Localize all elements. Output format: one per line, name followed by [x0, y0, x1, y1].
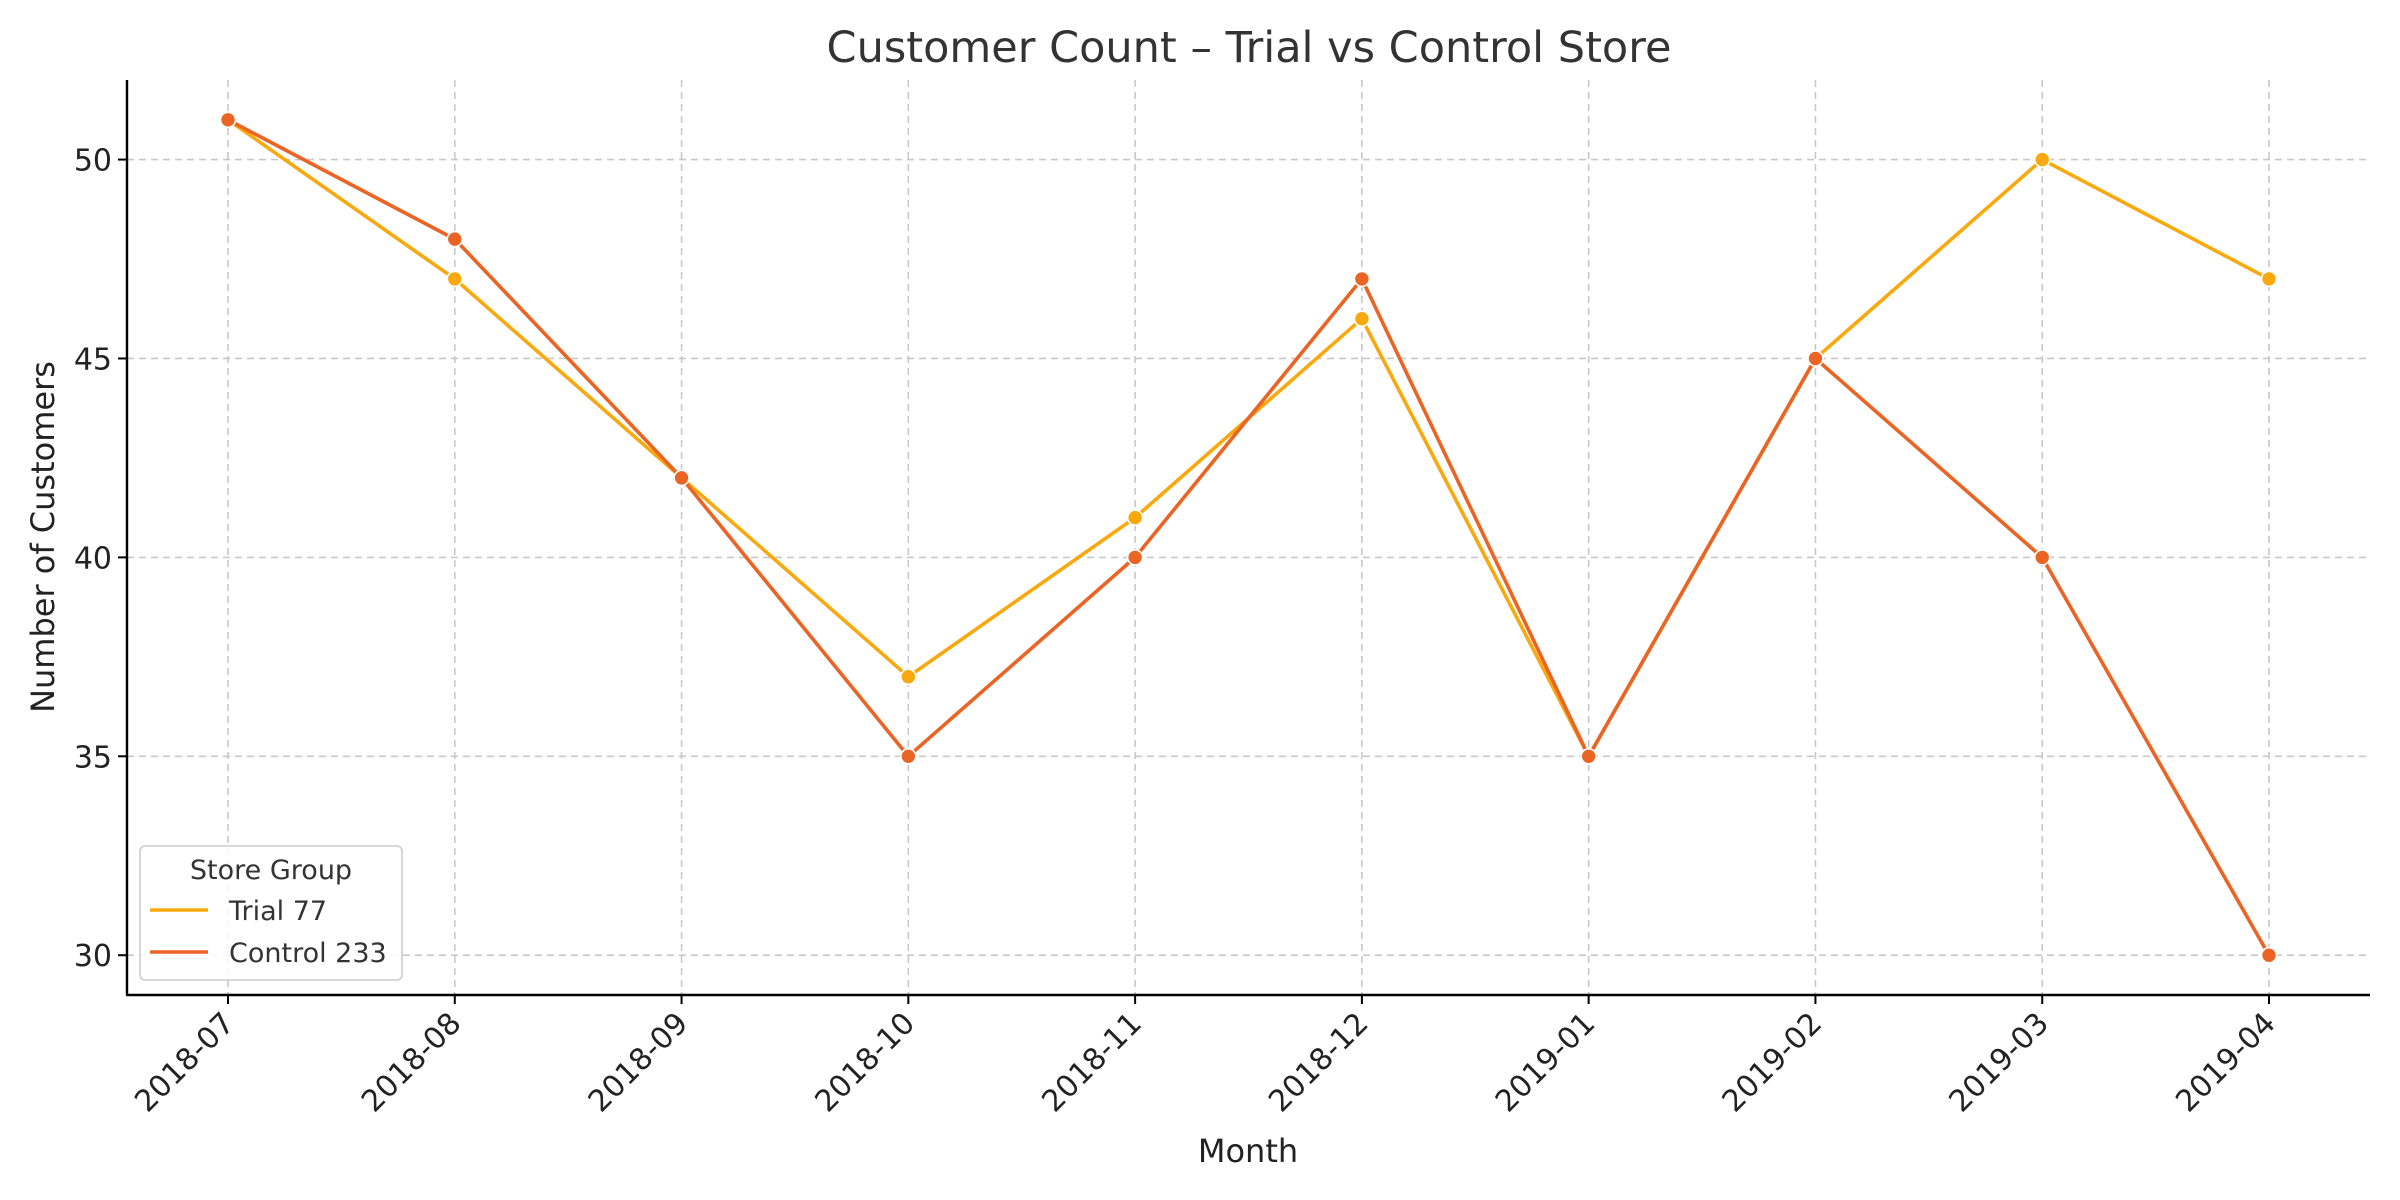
data-point: [446, 230, 464, 248]
data-point: [1126, 509, 1144, 526]
y-tick-label: 45: [74, 342, 112, 377]
data-point: [2260, 270, 2278, 288]
x-tick-label: 2018-10: [809, 1006, 922, 1119]
legend: Store Group Trial 77 Control 233: [139, 845, 403, 981]
axes: [125, 80, 2370, 997]
x-tick-label: 2018-12: [1262, 1006, 1375, 1119]
plot-area: [219, 111, 2278, 964]
data-point: [2033, 549, 2051, 566]
x-tick-label: 2019-01: [1489, 1006, 1602, 1119]
y-axis-label: Number of Customers: [24, 361, 62, 713]
x-tick-label: 2019-03: [1942, 1006, 2055, 1119]
y-tick-label: 30: [74, 939, 112, 974]
y-axis-ticks: 30 35 40 45 50: [74, 144, 127, 974]
x-tick-label: 2018-08: [355, 1006, 468, 1119]
series-control-233: [219, 111, 2278, 964]
data-point: [900, 668, 917, 686]
data-point: [1353, 310, 1371, 327]
x-tick-label: 2018-11: [1035, 1006, 1148, 1119]
data-point: [1126, 549, 1144, 566]
legend-entry: Control 233: [150, 938, 387, 969]
legend-box: [139, 845, 403, 981]
legend-label: Trial 77: [228, 896, 327, 927]
legend-label: Control 233: [229, 938, 387, 969]
data-point: [2260, 946, 2278, 964]
legend-title: Store Group: [190, 855, 352, 886]
x-axis-ticks: 2018-07 2018-08 2018-09 2018-10 2018-11 2018-…: [128, 995, 2283, 1119]
y-tick-label: 50: [74, 144, 112, 179]
data-point: [219, 111, 237, 129]
data-point: [900, 748, 917, 765]
x-axis-label: Month: [1198, 1132, 1298, 1170]
x-tick-label: 2019-04: [2169, 1006, 2282, 1119]
x-tick-label: 2018-07: [128, 1006, 241, 1119]
x-tick-label: 2018-09: [582, 1006, 695, 1119]
data-point: [673, 469, 690, 487]
chart-title: Customer Count – Trial vs Control Store: [827, 23, 1672, 73]
y-tick-label: 35: [74, 740, 112, 775]
data-point: [446, 270, 464, 288]
series-line: [226, 117, 2271, 958]
grid: [127, 80, 2370, 995]
data-point: [2033, 151, 2051, 168]
y-tick-label: 40: [74, 541, 112, 576]
data-point: [1353, 270, 1371, 288]
data-point: [1807, 350, 1824, 367]
legend-entry: Trial 77: [150, 896, 327, 927]
legend-entries: Trial 77 Control 233: [150, 896, 387, 969]
data-point: [1580, 748, 1597, 765]
series-trial-77: [219, 111, 2278, 765]
x-tick-label: 2019-02: [1716, 1006, 1829, 1119]
series-line: [226, 117, 2271, 759]
